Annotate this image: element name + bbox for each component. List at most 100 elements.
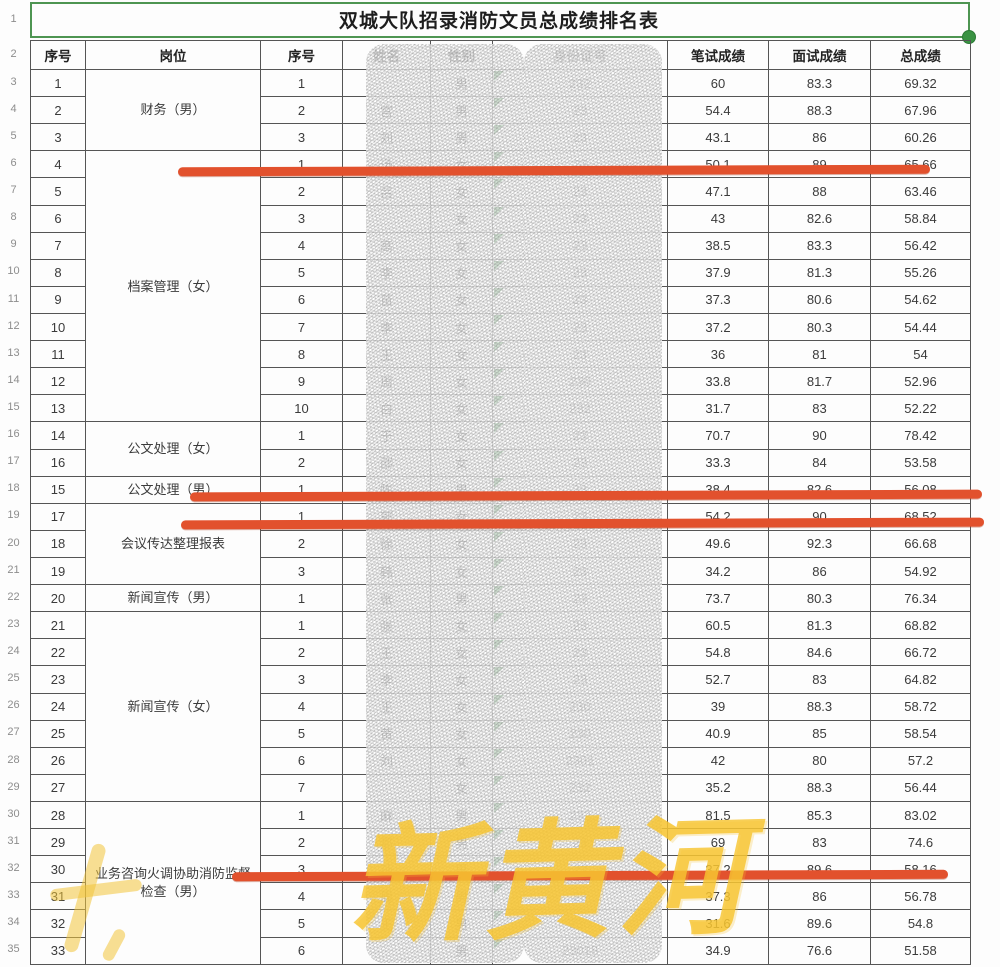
cell-gender[interactable]: 女: [430, 638, 493, 667]
cell-rank[interactable]: 20: [30, 584, 86, 613]
cell-position[interactable]: 公文处理（男）: [85, 475, 261, 504]
row-number[interactable]: 22: [7, 590, 20, 603]
cell-name[interactable]: 孙: [342, 855, 431, 884]
cell-gender[interactable]: 女: [430, 340, 493, 369]
cell-written-score[interactable]: 37.3: [667, 882, 769, 911]
cell-sub-rank[interactable]: 4: [260, 882, 343, 911]
cell-total-score[interactable]: 58.54: [870, 719, 971, 748]
cell-interview-score[interactable]: 90: [768, 502, 871, 531]
cell-written-score[interactable]: 70.7: [667, 421, 769, 450]
cell-name[interactable]: 刘: [342, 123, 431, 152]
cell-written-score[interactable]: 31.6: [667, 909, 769, 938]
cell-total-score[interactable]: 66.72: [870, 638, 971, 667]
cell-sub-rank[interactable]: 8: [260, 340, 343, 369]
header-cell-position[interactable]: 岗位: [85, 40, 261, 70]
cell-name[interactable]: 吕: [342, 177, 431, 206]
cell-name[interactable]: [342, 773, 431, 802]
cell-written-score[interactable]: 54.4: [667, 96, 769, 125]
cell-total-score[interactable]: 58.72: [870, 692, 971, 721]
cell-id[interactable]: 23: [492, 665, 668, 694]
cell-written-score[interactable]: 81.5: [667, 800, 769, 830]
cell-sub-rank[interactable]: 1: [260, 150, 343, 179]
cell-id[interactable]: 23: [492, 882, 668, 911]
cell-interview-score[interactable]: 88.3: [768, 96, 871, 125]
cell-rank[interactable]: 13: [30, 394, 86, 423]
cell-total-score[interactable]: 58.16: [870, 855, 971, 884]
cell-name[interactable]: 汤: [342, 150, 431, 179]
cell-interview-score[interactable]: 90: [768, 421, 871, 450]
cell-gender[interactable]: 男: [430, 882, 493, 911]
cell-sub-rank[interactable]: 2: [260, 448, 343, 477]
cell-id[interactable]: 23: [492, 285, 668, 314]
cell-interview-score[interactable]: 83: [768, 394, 871, 423]
cell-id[interactable]: 23: [492, 448, 668, 477]
cell-sub-rank[interactable]: 3: [260, 123, 343, 152]
cell-interview-score[interactable]: 76.6: [768, 936, 871, 965]
cell-total-score[interactable]: 54.8: [870, 909, 971, 938]
cell-name[interactable]: 高: [342, 231, 431, 260]
cell-interview-score[interactable]: 80.6: [768, 285, 871, 314]
cell-name[interactable]: 于: [342, 421, 431, 450]
cell-rank[interactable]: 17: [30, 502, 86, 531]
cell-interview-score[interactable]: 81.3: [768, 258, 871, 287]
cell-rank[interactable]: 15: [30, 475, 86, 504]
row-number[interactable]: 15: [7, 401, 20, 413]
cell-id[interactable]: 23: [492, 611, 668, 640]
cell-sub-rank[interactable]: 2: [260, 638, 343, 667]
row-number[interactable]: 5: [10, 129, 17, 142]
cell-interview-score[interactable]: 89: [768, 150, 871, 179]
cell-interview-score[interactable]: 92.3: [768, 529, 871, 558]
cell-total-score[interactable]: 52.96: [870, 367, 971, 396]
cell-sub-rank[interactable]: 2: [260, 96, 343, 125]
row-number[interactable]: 31: [7, 834, 20, 847]
cell-id[interactable]: 23018: [492, 936, 668, 965]
cell-interview-score[interactable]: 83.3: [768, 231, 871, 260]
cell-gender[interactable]: 女: [430, 502, 493, 531]
cell-written-score[interactable]: 60: [667, 68, 769, 98]
cell-name[interactable]: 陈: [342, 475, 431, 504]
row-number[interactable]: 18: [7, 482, 20, 495]
cell-written-score[interactable]: 38.5: [667, 231, 769, 260]
cell-total-score[interactable]: 55.26: [870, 258, 971, 287]
row-number[interactable]: 24: [7, 645, 20, 658]
cell-position[interactable]: 新闻宣传（男）: [85, 584, 261, 613]
cell-total-score[interactable]: 63.46: [870, 177, 971, 206]
cell-position[interactable]: 财务（男）: [85, 68, 261, 152]
cell-name[interactable]: 刘: [342, 746, 431, 775]
cell-written-score[interactable]: 37.3: [667, 285, 769, 314]
cell-id[interactable]: 232: [492, 394, 668, 423]
row-number[interactable]: 7: [10, 184, 17, 197]
cell-sub-rank[interactable]: 4: [260, 231, 343, 260]
row-number[interactable]: 9: [10, 238, 17, 251]
cell-sub-rank[interactable]: 7: [260, 773, 343, 802]
cell-rank[interactable]: 9: [30, 285, 86, 314]
header-cell-interview-score[interactable]: 面试成绩: [768, 40, 871, 70]
cell-total-score[interactable]: 52.22: [870, 394, 971, 423]
cell-rank[interactable]: 22: [30, 638, 86, 667]
cell-gender[interactable]: 女: [430, 367, 493, 396]
cell-name[interactable]: 李: [342, 665, 431, 694]
header-cell-total-score[interactable]: 总成绩: [870, 40, 971, 70]
cell-id[interactable]: 23: [492, 828, 668, 857]
cell-gender[interactable]: 男: [430, 936, 493, 965]
cell-position[interactable]: 新闻宣传（女）: [85, 611, 261, 802]
cell-interview-score[interactable]: 80.3: [768, 312, 871, 342]
cell-rank[interactable]: 23: [30, 665, 86, 694]
row-number[interactable]: 25: [7, 672, 20, 685]
cell-total-score[interactable]: 54.92: [870, 556, 971, 586]
row-number[interactable]: 29: [7, 780, 20, 793]
cell-rank[interactable]: 25: [30, 719, 86, 748]
cell-written-score[interactable]: 31.7: [667, 394, 769, 423]
row-number[interactable]: 16: [7, 428, 20, 441]
cell-written-score[interactable]: 33.3: [667, 448, 769, 477]
cell-total-score[interactable]: 57.2: [870, 746, 971, 775]
cell-total-score[interactable]: 51.58: [870, 936, 971, 965]
header-cell-rank[interactable]: 序号: [30, 40, 86, 70]
cell-id[interactable]: 23: [492, 312, 668, 342]
cell-id[interactable]: 23: [492, 421, 668, 450]
cell-written-score[interactable]: 47.1: [667, 177, 769, 206]
cell-gender[interactable]: 女: [430, 150, 493, 179]
row-number[interactable]: 4: [10, 102, 17, 115]
cell-name[interactable]: 王: [342, 909, 431, 938]
cell-written-score[interactable]: 52.7: [667, 665, 769, 694]
